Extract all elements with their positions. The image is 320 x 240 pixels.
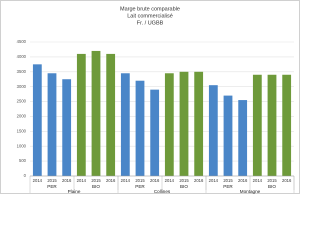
x-tick-label: 2014 xyxy=(33,178,43,183)
chart-subtitle: Lait commercialisé xyxy=(127,13,173,19)
x-tick-label: 2016 xyxy=(150,178,160,183)
bar xyxy=(120,73,130,176)
bar xyxy=(150,89,160,176)
region-label: Plaine xyxy=(68,189,81,194)
x-tick-label: 2014 xyxy=(77,178,87,183)
bar xyxy=(252,74,262,176)
group-label: BIO xyxy=(92,184,100,189)
y-tick-label: 2000 xyxy=(17,114,27,119)
x-tick-label: 2015 xyxy=(135,178,145,183)
bar xyxy=(91,50,101,176)
y-tick-label: 500 xyxy=(19,158,27,163)
x-tick-label: 2014 xyxy=(209,178,219,183)
bar xyxy=(32,64,42,176)
y-tick-label: 1500 xyxy=(17,128,27,133)
y-tick-label: 1000 xyxy=(17,143,27,148)
x-tick-label: 2016 xyxy=(282,178,292,183)
bar xyxy=(106,53,116,176)
bar xyxy=(282,74,292,176)
x-tick-label: 2016 xyxy=(62,178,72,183)
bar xyxy=(164,73,174,176)
bar xyxy=(179,71,189,176)
y-tick-label: 3000 xyxy=(17,84,27,89)
bar xyxy=(135,80,145,176)
bar xyxy=(76,53,86,176)
group-label: PER xyxy=(47,184,57,189)
group-label: BIO xyxy=(180,184,188,189)
x-tick-label: 2015 xyxy=(91,178,101,183)
x-tick-label: 2015 xyxy=(47,178,57,183)
chart-unit: Fr. / UGBB xyxy=(137,20,164,26)
x-tick-label: 2014 xyxy=(165,178,175,183)
group-label: PER xyxy=(223,184,233,189)
y-tick-label: 0 xyxy=(24,173,27,178)
group-label: BIO xyxy=(268,184,276,189)
y-tick-label: 3500 xyxy=(17,69,27,74)
bar xyxy=(194,71,204,176)
region-label: Montagne xyxy=(240,189,261,194)
x-tick-label: 2016 xyxy=(106,178,116,183)
x-tick-label: 2015 xyxy=(179,178,189,183)
bar xyxy=(223,95,233,176)
bar xyxy=(267,74,277,176)
x-tick-label: 2016 xyxy=(238,178,248,183)
group-label: PER xyxy=(135,184,145,189)
y-tick-label: 4000 xyxy=(17,54,27,59)
x-tick-label: 2015 xyxy=(267,178,277,183)
bar xyxy=(238,100,248,176)
chart-title: Marge brute comparable xyxy=(120,6,180,12)
chart: Marge brute comparable Lait commercialis… xyxy=(0,0,300,194)
x-tick-label: 2014 xyxy=(253,178,263,183)
x-tick-label: 2016 xyxy=(194,178,204,183)
y-tick-label: 4500 xyxy=(17,39,27,44)
bar xyxy=(208,85,218,176)
region-label: Collines xyxy=(154,189,171,194)
bar xyxy=(47,73,57,176)
y-tick-label: 2500 xyxy=(17,99,27,104)
bar xyxy=(62,79,72,176)
x-tick-label: 2015 xyxy=(223,178,233,183)
x-tick-label: 2014 xyxy=(121,178,131,183)
